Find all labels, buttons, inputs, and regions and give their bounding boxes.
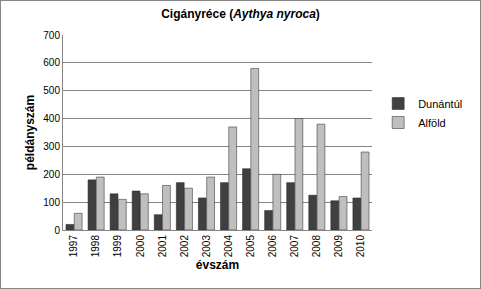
svg-text:példányszám: példányszám [23,95,37,170]
svg-text:0: 0 [54,225,60,236]
svg-text:400: 400 [43,113,60,124]
svg-text:2008: 2008 [311,235,322,258]
svg-text:2005: 2005 [245,235,256,258]
svg-text:2000: 2000 [135,235,146,258]
svg-text:600: 600 [43,57,60,68]
svg-text:1998: 1998 [90,235,101,258]
svg-text:500: 500 [43,85,60,96]
svg-text:2009: 2009 [333,235,344,258]
svg-text:1999: 1999 [112,235,123,258]
svg-text:évszám: évszám [196,258,239,272]
svg-text:Cigányréce (Aythya nyroca): Cigányréce (Aythya nyroca) [161,7,320,21]
svg-text:100: 100 [43,197,60,208]
svg-text:2004: 2004 [223,235,234,258]
svg-text:Dunántúl: Dunántúl [418,98,462,110]
svg-text:2003: 2003 [201,235,212,258]
svg-text:300: 300 [43,141,60,152]
svg-text:700: 700 [43,30,60,41]
svg-text:1997: 1997 [68,235,79,258]
svg-text:2006: 2006 [267,235,278,258]
svg-text:2007: 2007 [289,235,300,258]
svg-text:2001: 2001 [157,235,168,258]
svg-text:Alföld: Alföld [418,117,446,129]
svg-text:2010: 2010 [355,235,366,258]
svg-text:2002: 2002 [179,235,190,258]
svg-text:200: 200 [43,169,60,180]
